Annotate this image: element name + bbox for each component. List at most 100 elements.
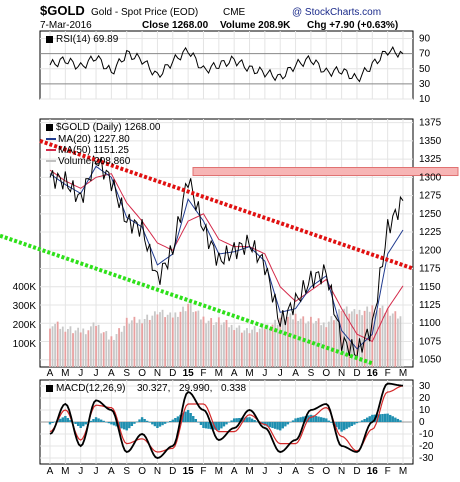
volume-bar (79, 332, 82, 367)
volume-bar (325, 327, 328, 367)
lower-trendline (0, 233, 373, 366)
volume-bar (166, 314, 169, 367)
macd-histogram-bar (255, 421, 259, 422)
x-tick-label: F (200, 368, 206, 379)
volume-bar (266, 324, 269, 367)
macd-line (49, 382, 404, 459)
macd-histogram-bar (248, 417, 251, 422)
volume-bar (299, 318, 302, 367)
macd-histogram-bar (204, 422, 208, 429)
volume-bar (136, 322, 138, 367)
volume-bar (315, 321, 317, 367)
macd-histogram-bar (128, 422, 131, 429)
volume-bar (133, 316, 136, 367)
x-tick-label: M (399, 368, 407, 379)
price-tick-label: 1075 (419, 336, 442, 347)
macd-histogram-bar (238, 418, 241, 422)
macd-tick-label: 20 (419, 393, 431, 404)
volume-bar (59, 328, 62, 367)
volume-bar (271, 324, 274, 367)
x-tick-label: M (245, 368, 253, 379)
x-tick-label: A (231, 466, 238, 477)
volume-bar (373, 312, 376, 367)
volume-bar (138, 319, 141, 367)
rsi-tick-label: 50 (419, 64, 431, 75)
macd-histogram-bar (273, 422, 277, 429)
x-tick-label: A (292, 466, 299, 477)
macd-histogram-bar (383, 413, 387, 422)
volume-bar (148, 319, 151, 367)
macd-histogram-bar (197, 422, 200, 423)
macd-histogram-bar (151, 422, 154, 425)
x-tick-label: S (308, 368, 315, 379)
macd-histogram-bar (48, 422, 52, 425)
volume-bar (171, 317, 174, 367)
macd-histogram-bar (169, 421, 172, 422)
macd-histogram-bar (64, 416, 67, 422)
volume-bar (361, 315, 363, 367)
volume-bar (194, 311, 197, 367)
volume-bar (97, 324, 100, 367)
volume-bar (376, 310, 379, 367)
price-tick-label: 1275 (419, 191, 442, 202)
volume-bar (312, 323, 315, 367)
volume-bar (67, 329, 69, 367)
volume-bar (246, 328, 248, 367)
macd-tick-label: 30 (419, 381, 431, 392)
x-tick-label: O (322, 368, 330, 379)
legend-entry: Volume 208,860 (58, 156, 131, 167)
macd-histogram-bar (153, 422, 157, 427)
volume-bar (279, 317, 282, 367)
volume-bar (338, 309, 340, 367)
macd-histogram-bar (105, 422, 108, 423)
volume-bar (130, 320, 133, 367)
rsi-tick-label: 90 (419, 34, 431, 45)
macd-histogram-bar (176, 416, 180, 422)
volume-bar (87, 330, 90, 367)
volume-bar (256, 332, 259, 367)
macd-histogram-bar (202, 422, 205, 428)
change-label: Chg +7.90 (+0.63%) (307, 20, 398, 31)
volume-bar (366, 306, 369, 367)
volume-bar (386, 308, 389, 367)
volume-bar (189, 303, 192, 367)
macd-histogram-bar (276, 422, 279, 430)
macd-histogram-bar (319, 417, 323, 422)
macd-histogram-bar (291, 420, 295, 422)
macd-histogram-value: 0.338 (221, 383, 246, 394)
volume-bar (72, 333, 74, 367)
macd-histogram-bar (143, 419, 146, 422)
volume-bar (92, 322, 95, 367)
volume-bar (128, 323, 131, 367)
volume-bar (143, 319, 146, 367)
volume-bar (261, 325, 264, 367)
x-tick-label: 16 (367, 368, 379, 379)
volume-bar (230, 324, 233, 367)
x-tick-label: J (78, 466, 83, 477)
volume-bar (61, 326, 64, 367)
macd-histogram-bar (312, 415, 315, 422)
macd-histogram-bar (186, 410, 190, 422)
macd-histogram-bar (102, 420, 105, 422)
volume-bar (197, 310, 200, 367)
volume-bar (371, 305, 374, 367)
volume-bar (317, 318, 320, 367)
x-tick-label: N (154, 466, 161, 477)
volume-bar (105, 331, 108, 367)
volume-bar (389, 315, 392, 367)
macd-histogram-bar (284, 422, 287, 427)
volume-bar (286, 316, 289, 367)
macd-histogram-bar (89, 420, 93, 422)
macd-histogram-bar (350, 422, 354, 426)
volume-bar (307, 321, 310, 367)
x-tick-label: 16 (367, 466, 379, 477)
brand-label: @ StockCharts.com (292, 7, 381, 18)
macd-histogram-bar (348, 422, 351, 428)
macd-histogram-bar (299, 417, 302, 422)
macd-histogram-bar (97, 418, 100, 422)
symbol-label: $GOLD (40, 3, 85, 18)
macd-histogram-bar (391, 416, 394, 422)
volume-bar (248, 333, 251, 367)
